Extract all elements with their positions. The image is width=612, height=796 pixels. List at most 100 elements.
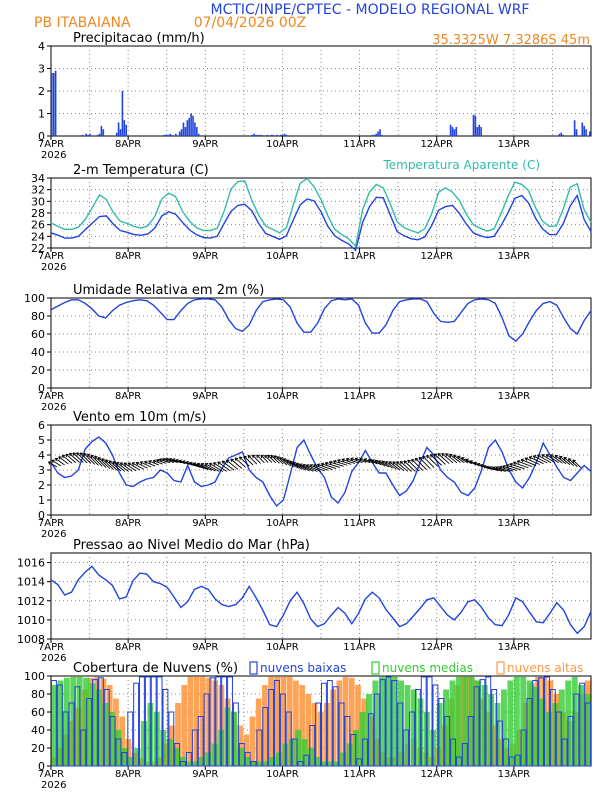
x-tick-label: 9APR	[192, 769, 218, 780]
cloud-legend-swatch	[250, 662, 257, 674]
x-year-label: 2026	[41, 780, 66, 791]
x-tick-label: 12APR	[420, 518, 453, 529]
precip-bar	[377, 132, 379, 137]
y-tick-label: 1014	[17, 576, 45, 589]
x-tick-label: 7APR	[38, 139, 64, 150]
precip-bar	[257, 135, 259, 136]
x-year-label: 2026	[41, 262, 66, 273]
wind-arrow	[325, 463, 340, 468]
cloud-legend-label: nuvens altas	[507, 661, 583, 675]
precip-bar	[276, 135, 278, 136]
y-tick-label: 20	[31, 364, 45, 377]
x-tick-label: 13APR	[498, 769, 531, 780]
precip-bar	[181, 129, 183, 136]
x-tick-label: 8APR	[115, 391, 141, 402]
x-tick-label: 9APR	[192, 139, 218, 150]
precip-bar	[574, 120, 576, 136]
precip-bar	[55, 71, 57, 136]
precip-bar	[267, 135, 269, 136]
precip-bar	[475, 116, 477, 136]
precip-bar	[120, 129, 122, 136]
precip-bar	[480, 127, 482, 136]
precip-bar	[270, 135, 272, 136]
precip-bar	[585, 129, 587, 136]
cloud-bar-medias	[501, 690, 507, 767]
panel-title: 2-m Temperatura (C)	[73, 163, 209, 178]
precip-bar	[272, 135, 274, 136]
precip-bar	[373, 135, 375, 136]
wind-arrow	[517, 461, 532, 467]
y-tick-label: 28	[31, 207, 45, 220]
cloud-bar-medias	[514, 677, 520, 766]
y-tick-label: 3	[38, 63, 45, 76]
precip-bar	[255, 135, 257, 136]
y-tick-label: 6	[38, 419, 45, 432]
x-tick-label: 10APR	[266, 642, 299, 653]
wind-arrow	[521, 460, 536, 466]
x-tick-label: 8APR	[115, 251, 141, 262]
x-tick-label: 11APR	[343, 251, 376, 262]
precip-bar	[183, 123, 185, 137]
y-tick-label: 3	[38, 464, 45, 477]
precip-bar	[198, 134, 200, 136]
x-tick-label: 9APR	[192, 642, 218, 653]
y-tick-label: 100	[24, 292, 45, 305]
y-tick-label: 1	[38, 494, 45, 507]
precip-bar	[87, 135, 89, 136]
y-tick-label: 1010	[17, 614, 45, 627]
y-tick-label: 32	[31, 184, 45, 197]
series-line-mslp	[51, 566, 591, 633]
precip-bar	[589, 132, 591, 137]
y-tick-label: 80	[31, 688, 45, 701]
precip-bar	[559, 134, 561, 136]
x-tick-label: 9APR	[192, 518, 218, 529]
precip-bar	[124, 120, 126, 136]
x-tick-label: 9APR	[192, 251, 218, 262]
precip-bar	[101, 126, 103, 136]
precip-bar	[122, 91, 124, 136]
precip-bar	[190, 114, 192, 137]
cloud-bar-medias	[96, 690, 102, 767]
x-tick-label: 10APR	[266, 769, 299, 780]
x-year-label: 2026	[41, 402, 66, 413]
precip-bar	[562, 135, 564, 136]
precip-bar	[165, 135, 167, 136]
cloud-legend-label: nuvens baixas	[260, 661, 346, 675]
y-tick-label: 80	[31, 310, 45, 323]
panel-title: Vento em 10m (m/s)	[73, 410, 206, 425]
precip-bar	[167, 135, 169, 136]
wind-arrow	[513, 463, 528, 468]
precip-bar	[175, 134, 177, 136]
precip-bar	[473, 115, 475, 136]
x-tick-label: 12APR	[420, 769, 453, 780]
precip-bar	[251, 135, 253, 136]
precip-bar	[89, 134, 91, 136]
x-tick-label: 12APR	[420, 139, 453, 150]
precip-bar	[169, 134, 171, 136]
x-tick-label: 7APR	[38, 391, 64, 402]
y-tick-label: 1012	[17, 595, 45, 608]
precip-bar	[116, 133, 118, 136]
precip-bar	[286, 135, 288, 136]
panel-title: Umidade Relativa em 2m (%)	[73, 283, 264, 298]
precip-bar	[118, 123, 120, 137]
precip-bar	[583, 126, 585, 136]
x-tick-label: 13APR	[498, 139, 531, 150]
precip-bar	[372, 135, 374, 136]
y-tick-label: 60	[31, 328, 45, 341]
cloud-bar-medias	[231, 712, 237, 766]
precip-bar	[259, 135, 261, 136]
x-tick-label: 11APR	[343, 391, 376, 402]
y-tick-label: 5	[38, 434, 45, 447]
x-tick-label: 12APR	[420, 642, 453, 653]
precip-bar	[282, 135, 284, 136]
precip-bar	[185, 127, 187, 136]
precip-bar	[261, 135, 263, 136]
precip-bar	[379, 129, 381, 136]
